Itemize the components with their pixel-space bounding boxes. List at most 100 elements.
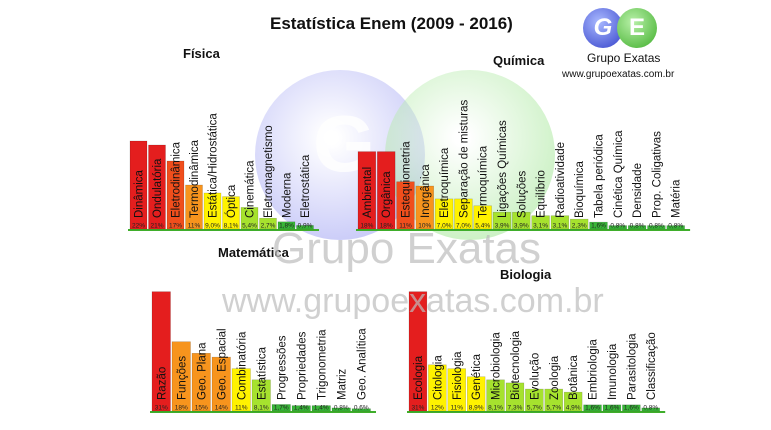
quimica-category-label: Orgânica <box>381 171 393 218</box>
biologia-category-label: Genética <box>471 353 483 400</box>
quimica-value-label: 3,9% <box>514 223 529 230</box>
matematica-chart-title: Matemática <box>218 245 289 260</box>
matematica-bar <box>171 341 191 412</box>
matematica-value-label: 31% <box>155 405 168 412</box>
quimica-bar <box>550 215 570 230</box>
quimica-bar <box>627 225 647 230</box>
matematica-value-label: 1,7% <box>274 405 289 412</box>
quimica-value-label: 3,9% <box>495 223 510 230</box>
fisica-bar <box>129 140 148 230</box>
biologia-value-label: 31% <box>411 405 424 412</box>
quimica-value-label: 1,6% <box>591 223 606 230</box>
fisica-value-label: 11% <box>188 223 201 230</box>
quimica-category-label: Bioquímica <box>574 161 586 218</box>
biologia-axis-line <box>407 411 666 413</box>
biologia-category-label: Ecologia <box>413 355 425 400</box>
logo-g-ball: G <box>583 8 623 48</box>
biologia-bar <box>563 391 583 412</box>
quimica-category-label: Separação de misturas <box>458 99 470 218</box>
fisica-category-label: Ondulatória <box>152 158 164 218</box>
biologia-bar <box>622 404 641 412</box>
matematica-category-label: Geo. Plana <box>196 342 208 400</box>
fisica-category-label: Termodinâmica <box>189 139 201 218</box>
matematica-category-label: Estatística <box>256 346 268 400</box>
quimica-category-label: Tabela periódica <box>594 134 606 218</box>
biologia-bar <box>641 407 660 412</box>
biologia-bar <box>408 291 428 412</box>
quimica-value-label: 0,8% <box>610 223 625 230</box>
quimica-value-label: 5,4% <box>475 223 490 230</box>
matematica-bar <box>271 404 291 412</box>
biologia-value-label: 11% <box>450 405 463 412</box>
quimica-category-label: Densidade <box>632 163 644 218</box>
quimica-bar <box>570 218 589 230</box>
biologia-bar <box>583 404 602 412</box>
matematica-value-label: 0,8% <box>334 405 349 412</box>
matematica-category-label: Matriz <box>336 368 348 400</box>
quimica-value-label: 3,1% <box>552 223 567 230</box>
biologia-category-label: Zoologia <box>549 355 561 400</box>
biologia-value-label: 7,3% <box>508 405 523 412</box>
quimica-value-label: 7,0% <box>456 223 471 230</box>
biologia-bar <box>486 379 505 412</box>
quimica-bar <box>396 181 415 230</box>
biologia-category-label: Biotecnologia <box>510 330 522 400</box>
quimica-category-label: Eletroquímica <box>439 147 451 218</box>
biologia-value-label: 1,6% <box>605 405 620 412</box>
matematica-bar <box>351 408 371 412</box>
biologia-bar <box>466 376 486 412</box>
fisica-category-label: Estática/Hidrostática <box>208 113 220 218</box>
matematica-bar <box>251 379 271 412</box>
matematica-value-label: 18% <box>175 405 188 412</box>
matematica-bar <box>191 353 211 412</box>
biologia-category-label: Parasitologia <box>626 333 638 400</box>
matematica-value-label: 15% <box>195 405 208 412</box>
quimica-value-label: 0,8% <box>668 223 683 230</box>
quimica-value-label: 10% <box>418 223 431 230</box>
quimica-bar <box>377 151 396 230</box>
quimica-bar <box>473 205 492 230</box>
biologia-bar <box>544 388 563 412</box>
quimica-value-label: 18% <box>360 223 373 230</box>
fisica-value-label: 8,1% <box>224 223 239 230</box>
quimica-bar <box>434 198 454 230</box>
quimica-value-label: 2,3% <box>572 223 587 230</box>
biologia-category-label: Evolução <box>529 353 541 400</box>
quimica-bar <box>512 211 531 230</box>
matematica-category-label: Razão <box>156 367 168 400</box>
fisica-bar <box>259 217 277 230</box>
matematica-category-label: Geo. Analítica <box>356 328 368 400</box>
fisica-value-label: 17% <box>169 223 182 230</box>
logo-e-ball: E <box>617 8 657 48</box>
quimica-value-label: 7,0% <box>437 223 452 230</box>
chart-main-title: Estatística Enem (2009 - 2016) <box>270 14 513 33</box>
quimica-bar <box>608 225 627 230</box>
matematica-category-label: Progressões <box>276 335 288 400</box>
matematica-category-label: Trigonometria <box>316 329 328 400</box>
grupo-exatas-logo: G E Grupo Exatas www.grupoexatas.com.br <box>562 8 685 83</box>
quimica-category-label: Cinética Química <box>613 130 625 218</box>
quimica-value-label: 11% <box>399 223 412 230</box>
biologia-bar <box>525 388 544 412</box>
biologia-bar <box>602 404 622 412</box>
fisica-value-label: 5,4% <box>242 223 257 230</box>
logo-url: www.grupoexatas.com.br <box>562 69 675 80</box>
matematica-bar <box>231 368 251 412</box>
fisica-category-label: Eletrodinâmica <box>171 141 183 218</box>
fisica-category-label: Eletromagnetismo <box>263 125 275 218</box>
quimica-category-label: Soluções <box>516 170 528 218</box>
quimica-category-label: Ambiental <box>362 167 374 218</box>
biologia-category-label: Fisiologia <box>452 351 464 400</box>
biologia-value-label: 8,1% <box>488 405 503 412</box>
matematica-value-label: 11% <box>235 405 248 412</box>
biologia-category-label: Classificação <box>646 332 658 400</box>
quimica-bar <box>647 225 666 230</box>
fisica-bar <box>166 160 185 230</box>
matematica-value-label: 1,4% <box>294 405 309 412</box>
quimica-category-label: Ligações Químicas <box>497 120 509 218</box>
biologia-chart-title: Biologia <box>500 267 552 282</box>
biologia-category-label: Botânica <box>568 355 580 400</box>
quimica-value-label: 0,8% <box>630 223 645 230</box>
biologia-value-label: 5,7% <box>546 405 561 412</box>
